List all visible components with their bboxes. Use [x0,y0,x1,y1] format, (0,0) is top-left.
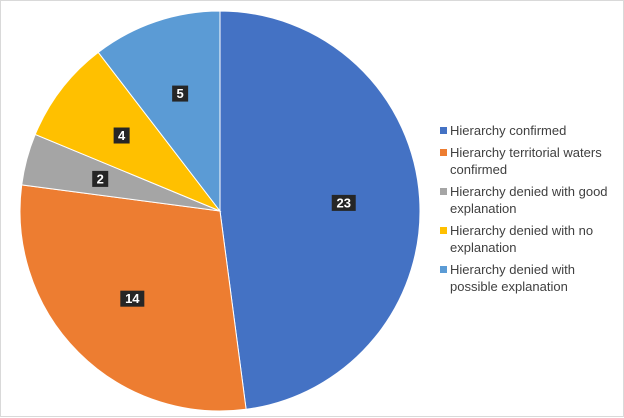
data-label-text: 14 [125,291,140,306]
data-label: 14 [120,290,145,307]
data-label-text: 4 [118,128,126,143]
legend-label: Hierarchy denied with possible explanati… [450,262,576,294]
data-label: 2 [92,170,109,187]
pie-slice [219,10,421,410]
legend-label: Hierarchy denied with no explanation [450,223,594,255]
legend-swatch [440,227,447,234]
data-label-text: 5 [177,86,184,101]
data-label: 4 [113,127,130,144]
legend-item: Hierarchy territorial waters confirmed [440,144,624,178]
data-label: 5 [172,85,189,102]
data-label-box [120,290,145,307]
legend-label: Hierarchy confirmed [450,123,567,138]
pie-slice [97,10,221,213]
data-label-box [331,194,356,211]
data-label-text: 2 [97,171,104,186]
legend-swatch [440,127,447,134]
data-label-box [113,127,130,144]
legend-item: Hierarchy confirmed [440,122,624,139]
legend-label: Hierarchy territorial waters confirmed [450,145,602,177]
legend: Hierarchy confirmed Hierarchy territorial… [440,122,624,300]
data-label-text: 23 [337,195,351,210]
data-label: 23 [331,194,356,211]
legend-swatch [440,188,447,195]
data-label-box [92,170,109,187]
legend-swatch [440,266,447,273]
legend-item: Hierarchy denied with no explanation [440,222,624,256]
legend-item: Hierarchy denied with good explanation [440,183,624,217]
legend-label: Hierarchy denied with good explanation [450,184,608,216]
legend-swatch [440,149,447,156]
data-label-box [172,85,189,102]
legend-item: Hierarchy denied with possible explanati… [440,261,624,295]
